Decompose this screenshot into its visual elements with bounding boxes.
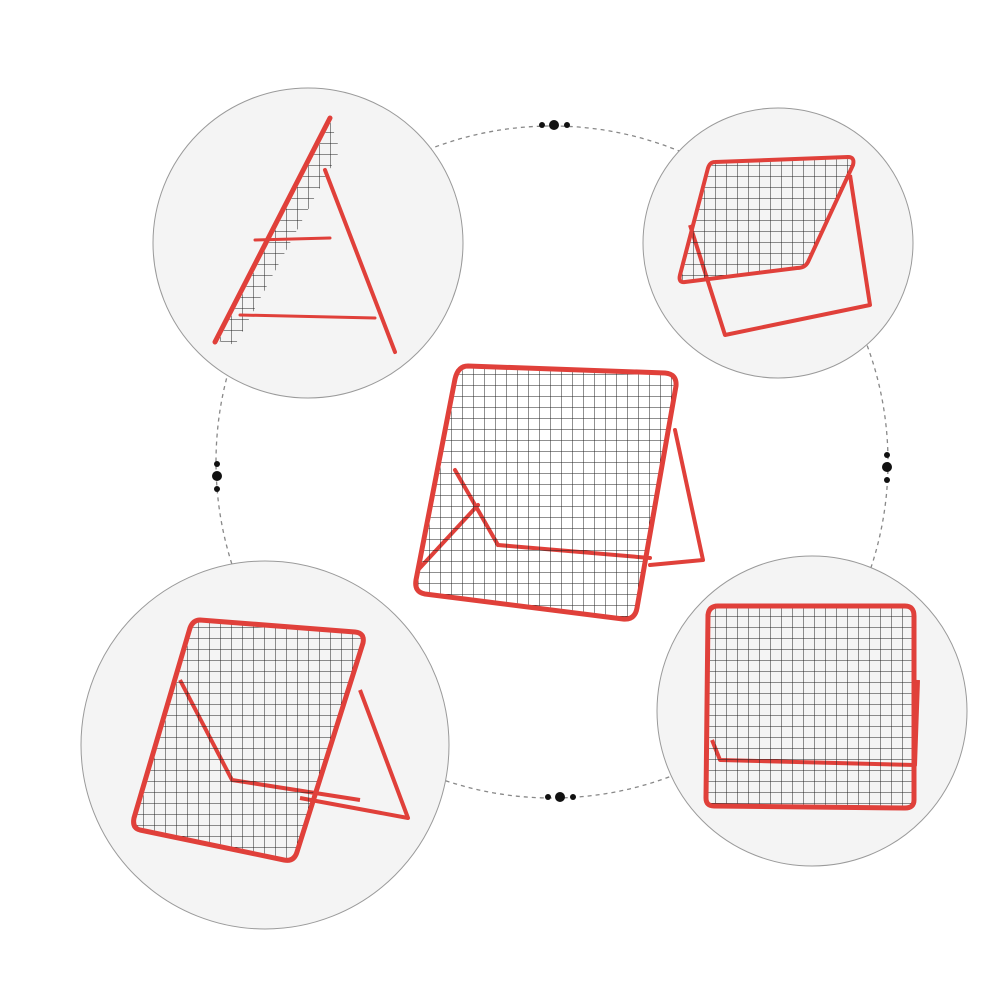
view-circle-side bbox=[152, 87, 464, 399]
dot-cluster-left bbox=[212, 461, 222, 492]
rebounder-main bbox=[413, 363, 705, 622]
dot-cluster-top bbox=[539, 120, 570, 130]
rebounder-front-angled-view bbox=[131, 617, 410, 863]
rebounder-front-view bbox=[703, 603, 920, 811]
rebounder-rear-view bbox=[677, 155, 872, 337]
dashed-ring bbox=[215, 125, 889, 799]
dot-cluster-right bbox=[882, 452, 892, 483]
dot-cluster-bottom bbox=[545, 792, 576, 802]
rebounder-side-view bbox=[212, 115, 397, 354]
